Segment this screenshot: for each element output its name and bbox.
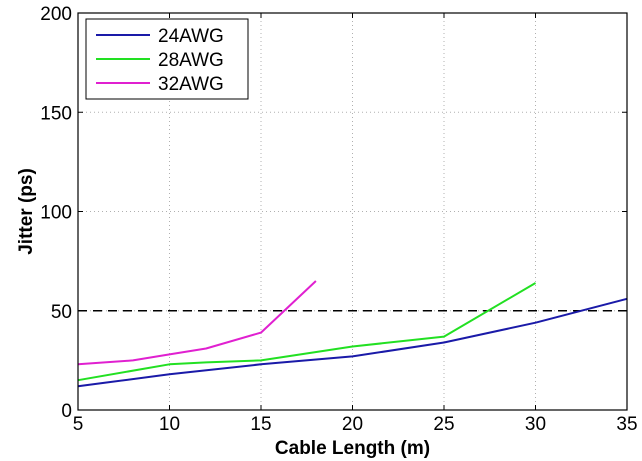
x-tick-label: 10 <box>159 414 180 435</box>
x-axis-ticks: 5 10 15 20 25 30 35 <box>73 13 638 435</box>
y-axis-title: Jitter (ps) <box>16 168 37 255</box>
x-tick-label: 5 <box>73 414 84 435</box>
legend-label-32awg: 32AWG <box>158 74 224 95</box>
x-tick-label: 35 <box>616 414 637 435</box>
x-tick-label: 30 <box>525 414 546 435</box>
y-tick-label: 0 <box>61 401 72 422</box>
series-lines <box>77 280 628 388</box>
x-tick-label: 25 <box>433 414 454 435</box>
series-line-24awg <box>77 297 628 388</box>
x-tick-label: 20 <box>342 414 363 435</box>
y-tick-label: 50 <box>51 302 72 323</box>
y-tick-label: 100 <box>40 203 72 224</box>
x-tick-label: 15 <box>250 414 271 435</box>
legend-label-24awg: 24AWG <box>158 26 224 47</box>
legend: 24AWG 28AWG 32AWG <box>85 18 249 100</box>
series-line-28awg <box>77 282 537 382</box>
y-tick-label: 150 <box>40 103 72 124</box>
y-tick-label: 200 <box>40 4 72 25</box>
x-axis-title: Cable Length (m) <box>275 438 430 459</box>
legend-label-28awg: 28AWG <box>158 50 224 71</box>
series-line-32awg <box>77 280 317 366</box>
y-axis-ticks: 0 50 100 150 200 <box>40 4 627 422</box>
